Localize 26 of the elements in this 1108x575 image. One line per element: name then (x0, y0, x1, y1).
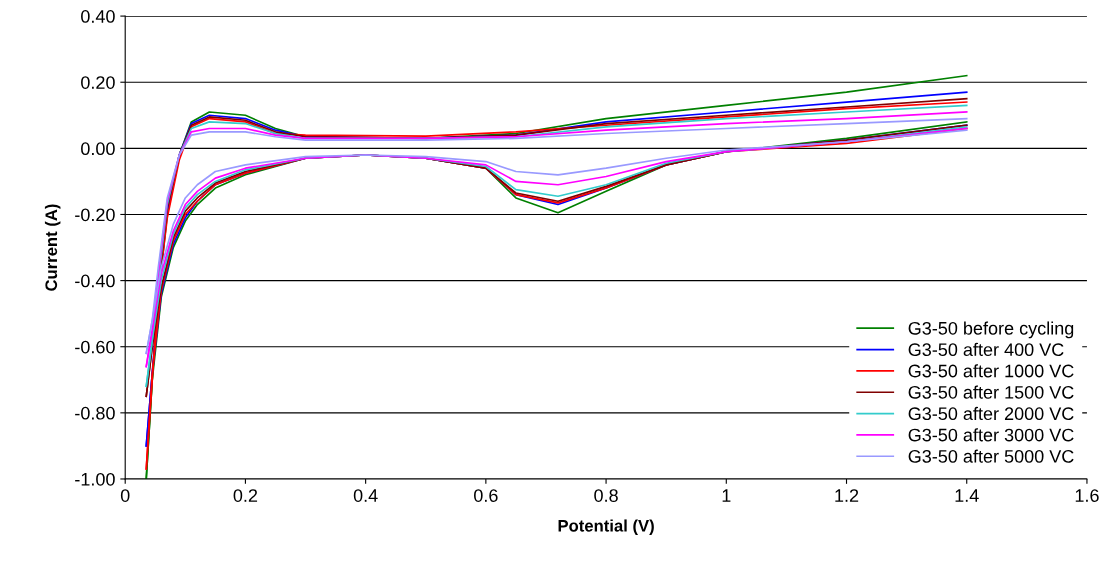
legend-label: G3-50 after 1500 VC (908, 385, 1074, 399)
legend-label: G3-50 after 3000 VC (908, 428, 1074, 442)
y-tick-label: -0.40 (75, 274, 115, 288)
legend-label: G3-50 after 5000 VC (908, 449, 1074, 463)
legend-label: G3-50 before cycling (908, 321, 1074, 339)
legend-label: G3-50 after 1000 VC (908, 364, 1074, 378)
x-axis-title: Potential (V) (558, 519, 654, 535)
x-tick-label: 1 (722, 489, 731, 502)
y-tick-label: 0.40 (81, 10, 115, 23)
x-tick-label: 1.2 (835, 489, 859, 502)
x-tick-label: 0.8 (594, 489, 618, 502)
legend-label: G3-50 after 400 VC (908, 342, 1064, 357)
y-axis-title: Current (A) (44, 204, 61, 291)
x-tick-label: 0 (120, 489, 130, 502)
y-tick-label: -0.60 (75, 340, 115, 354)
x-tick-label: 0.6 (474, 489, 498, 502)
y-tick-label: 0.00 (81, 142, 115, 156)
y-tick-label: 0.20 (81, 76, 115, 89)
y-tick-label: -0.20 (75, 208, 115, 222)
x-tick-label: 0.2 (233, 489, 258, 502)
legend-label: G3-50 after 2000 VC (908, 406, 1074, 421)
x-tick-label: 1.6 (1075, 489, 1099, 502)
x-tick-label: 1.4 (955, 489, 979, 502)
x-tick-label: 0.4 (353, 489, 378, 502)
y-tick-label: -0.80 (75, 406, 115, 420)
y-tick-label: -1.00 (75, 472, 115, 486)
